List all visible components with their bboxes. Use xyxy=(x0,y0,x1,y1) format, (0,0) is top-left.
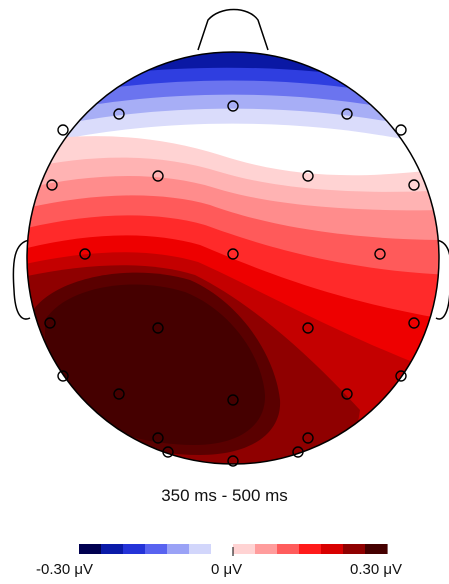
electrode xyxy=(152,170,164,182)
colorbar-segment xyxy=(255,544,278,554)
colorbar-segment xyxy=(167,544,190,554)
colorbar-segment xyxy=(343,544,366,554)
electrode xyxy=(227,394,239,406)
colorbar-segment xyxy=(123,544,146,554)
nose xyxy=(197,8,269,51)
electrode xyxy=(302,432,314,444)
colorbar-zero-label: 0 μV xyxy=(211,561,243,578)
electrode xyxy=(408,179,420,191)
electrode xyxy=(341,108,353,120)
electrode xyxy=(46,179,58,191)
colorbar-min-label: -0.30 μV xyxy=(36,561,94,578)
electrode xyxy=(292,446,304,458)
electrode xyxy=(341,388,353,400)
colorbar-segment xyxy=(79,544,102,554)
left-ear xyxy=(12,239,31,320)
colorbar-segment xyxy=(321,544,344,554)
right-ear xyxy=(435,239,449,320)
electrode xyxy=(227,100,239,112)
electrode xyxy=(44,317,56,329)
electrode xyxy=(57,124,69,136)
electrode xyxy=(152,432,164,444)
colorbar xyxy=(79,544,388,554)
colorbar-segment xyxy=(365,544,388,554)
electrode xyxy=(162,446,174,458)
head-outline xyxy=(26,51,440,465)
electrodes xyxy=(44,100,420,467)
electrode xyxy=(227,248,239,260)
colorbar-segment xyxy=(189,544,212,554)
colorbar-segment xyxy=(145,544,168,554)
colorbar-segment xyxy=(299,544,322,554)
electrode xyxy=(227,455,239,467)
colorbar-max-label: 0.30 μV xyxy=(350,561,403,578)
electrode xyxy=(79,248,91,260)
electrode xyxy=(395,124,407,136)
electrode xyxy=(113,108,125,120)
colorbar-segment xyxy=(211,544,234,554)
electrode xyxy=(57,370,69,382)
colorbar-segment xyxy=(277,544,300,554)
electrode xyxy=(113,388,125,400)
electrode xyxy=(374,248,386,260)
time-window-title: 350 ms - 500 ms xyxy=(161,486,288,505)
electrode xyxy=(302,170,314,182)
electrode xyxy=(302,322,314,334)
electrode xyxy=(408,317,420,329)
colorbar-segment xyxy=(233,544,256,554)
colorbar-segment xyxy=(101,544,124,554)
electrode xyxy=(395,370,407,382)
electrode xyxy=(152,322,164,334)
